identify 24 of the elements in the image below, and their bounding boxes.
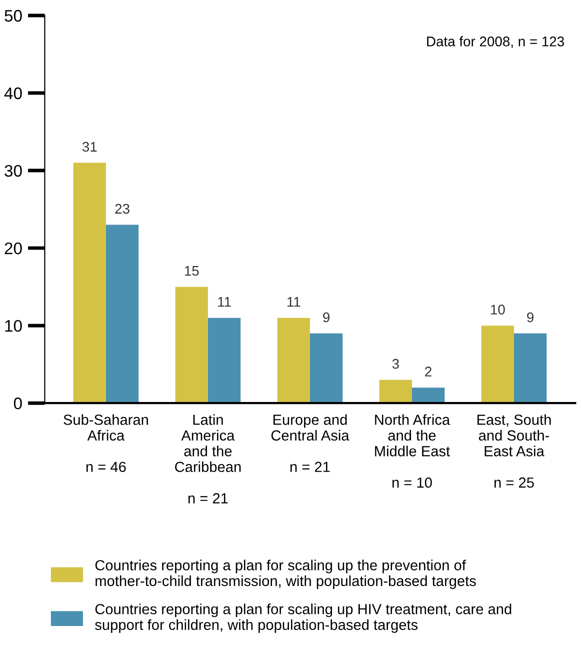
data-label: 3: [392, 358, 399, 369]
legend-label: Countries reporting a plan for scaling up the prevention of mother-to-child transmission, with population-based targets: [95, 560, 476, 589]
category-label: Latin America and the Caribbean n = 21: [175, 414, 241, 504]
data-label: 31: [82, 142, 97, 152]
y-tick-label: 40: [4, 87, 22, 100]
data-label: 11: [287, 297, 300, 307]
data-label: 10: [491, 304, 505, 315]
data-label: 23: [115, 204, 130, 214]
category-label: Sub-Saharan Africa n = 46: [64, 414, 148, 472]
category-label: East, South and South- East Asia n = 25: [477, 414, 551, 488]
data-label: 2: [425, 366, 432, 376]
data-label: 9: [323, 312, 330, 322]
y-tick-label: 20: [4, 242, 22, 254]
category-label: North Africa and the Middle East n = 10: [375, 414, 450, 488]
y-tick-label: 0: [14, 398, 22, 410]
data-label: 9: [527, 312, 534, 322]
data-label: 11: [218, 297, 231, 307]
legend-label: Countries reporting a plan for scaling up HIV treatment, care and support for children, with population-based targets: [95, 604, 512, 633]
data-label: 15: [184, 266, 199, 276]
annotation: Data for 2008, n = 123: [427, 36, 564, 48]
y-tick-label: 50: [4, 10, 22, 22]
y-tick-label: 10: [5, 320, 22, 332]
y-tick-label: 30: [4, 164, 22, 177]
category-label: Europe and Central Asia n = 21: [271, 414, 350, 472]
